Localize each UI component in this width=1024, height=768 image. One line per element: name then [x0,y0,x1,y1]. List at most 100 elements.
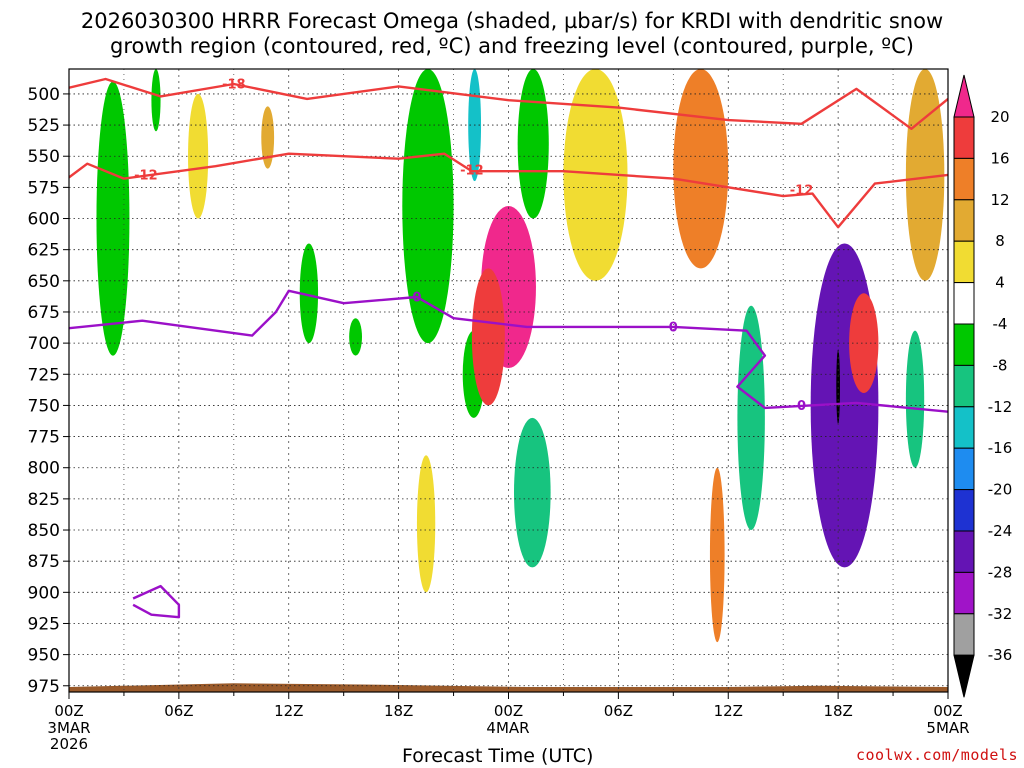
contour-temperature-12 [69,152,948,229]
x-tick-label-8: 00Z [933,702,962,720]
y-tick-label-950: 950 [28,646,60,666]
colorbar-label-8: -16 [988,439,1013,457]
contour-temperature-18 [69,77,948,130]
colorbar-label-3: 8 [995,232,1005,250]
y-tick-label-725: 725 [28,365,60,385]
colorbar-bin-9 [953,447,975,491]
colorbar-bin-13 [953,613,975,656]
colorbar-bottom-arrow [953,654,975,698]
x-tick-label-5: 06Z [604,702,633,720]
y-tick-label-675: 675 [28,303,60,323]
contour-label-5: 0 [669,320,678,335]
colorbar-label-7: -12 [988,398,1013,416]
x-tick-label-2: 12Z [274,702,303,720]
y-tick-label-600: 600 [28,210,60,230]
contour-labels: -18 -12 -12 -12 0 0 0 [134,77,814,414]
colorbar-bin-5 [953,282,975,325]
omega-lift-orange-h47 [905,69,945,281]
x-tick-label-7: 18Z [823,702,852,720]
y-tick-label-850: 850 [28,521,60,541]
y-tick-label-975: 975 [28,677,60,697]
omega-sink-green-h19 [402,69,454,344]
colorbar-label-13: -36 [988,646,1013,664]
contour-freezing-level-0-low- [132,584,181,619]
contour-label-6: 0 [797,399,806,414]
contour-label-1: -12 [134,168,158,183]
omega-lift-red-h43 [849,293,879,393]
colorbar-label-0: 20 [990,108,1009,126]
date-mid: 4MAR [486,719,529,737]
contour-label-3: -12 [790,183,814,198]
omega-sink-green-h13 [299,243,319,344]
contour-label-2: -12 [460,163,484,178]
omega-lift-yellow-h7 [188,93,209,219]
x-axis-title: Forecast Time (UTC) [402,745,594,767]
x-tick-label-4: 00Z [494,702,523,720]
y-tick-label-800: 800 [28,459,60,479]
colorbar-bin-3 [953,199,975,242]
contour-freezing-level-0 [69,289,948,413]
colorbar-bin-6 [953,323,975,366]
colorbar-bin-10 [953,489,975,532]
date-start-line2: 2026 [50,735,88,753]
colorbar-label-9: -20 [988,481,1013,499]
contours [69,77,948,619]
contour-label-0: -18 [222,77,246,92]
y-tick-label-500: 500 [28,85,60,105]
omega-sink-green-h25-lower [513,417,551,568]
colorbar: 20 16 12 8 4 -4 -8 -12 -16 -20 -24 -28 -32 -36 [953,74,1013,698]
omega-sink-green-h37 [737,305,765,531]
colorbar-bin-7 [953,364,975,408]
y-axis: 500 525 550 575 600 625 650 675 700 725 750 775 800 8… [28,85,69,697]
omega-shading [96,69,945,643]
colorbar-label-5: -4 [993,315,1008,333]
colorbar-label-1: 16 [990,149,1009,167]
colorbar-bin-8 [953,406,975,449]
x-tick-label-0: 00Z [54,702,83,720]
omega-lift-orange-h11 [261,106,275,169]
date-end: 5MAR [926,719,969,737]
y-tick-label-825: 825 [28,490,60,510]
contour-label-4: 0 [412,291,421,306]
y-tick-label-875: 875 [28,552,60,572]
x-tick-label-3: 18Z [384,702,413,720]
colorbar-bin-4 [953,240,975,284]
omega-sink-green-h15 [349,318,363,356]
credit-text: coolwx.com/models [855,746,1018,764]
colorbar-bin-11 [953,530,975,573]
omega-lift-orange-h34 [673,69,729,269]
colorbar-label-11: -28 [988,563,1013,581]
colorbar-bin-12 [953,571,975,615]
y-tick-label-700: 700 [28,334,60,354]
chart-title-line2: growth region (contoured, red, ºC) and f… [110,34,914,58]
x-tick-label-6: 12Z [714,702,743,720]
colorbar-label-12: -32 [988,605,1013,623]
y-tick-label-550: 550 [28,147,60,167]
y-tick-label-625: 625 [28,241,60,261]
omega-lift-yellow-h20 [416,455,436,593]
omega-sink-green-h1 [96,81,130,356]
y-tick-label-575: 575 [28,178,60,198]
omega-lift-orange-h35 [709,467,725,643]
x-axis: 00Z 06Z 12Z 18Z 00Z 06Z 12Z 18Z 00Z [54,692,963,720]
y-tick-label-925: 925 [28,614,60,634]
omega-sink-green-h45 [905,330,925,468]
colorbar-bin-1 [953,116,975,159]
colorbar-label-10: -24 [988,522,1013,540]
colorbar-label-4: 4 [995,274,1005,292]
colorbar-top-arrow [953,74,975,118]
y-tick-label-750: 750 [28,396,60,416]
colorbar-label-2: 12 [990,191,1009,209]
omega-sink-green-h4 [151,69,161,132]
omega-lift-yellow-h28 [563,69,628,281]
y-tick-label-775: 775 [28,428,60,448]
y-tick-label-525: 525 [28,116,60,136]
chart-title-line1: 2026030300 HRRR Forecast Omega (shaded, … [80,9,944,33]
omega-lift-red-h23 [471,268,505,406]
date-start-line1: 3MAR [47,719,90,737]
x-tick-label-1: 06Z [164,702,193,720]
omega-sink-green-h25 [517,69,549,219]
colorbar-label-6: -8 [993,356,1008,374]
colorbar-bin-2 [953,157,975,201]
